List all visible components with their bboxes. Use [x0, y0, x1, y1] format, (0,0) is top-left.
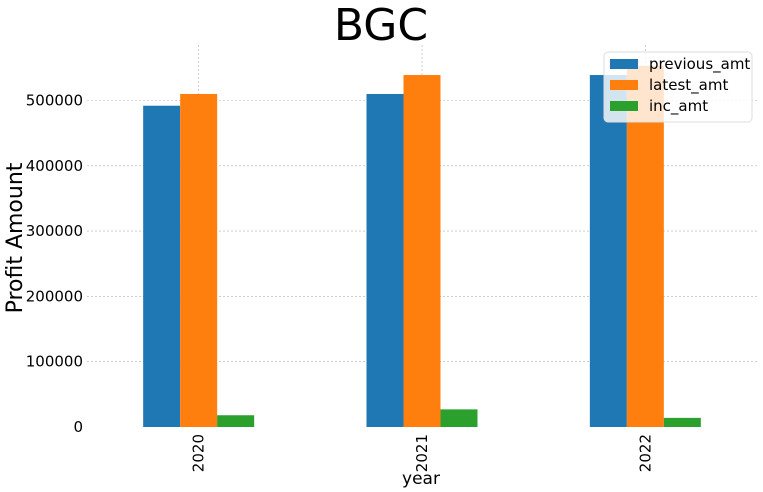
x-axis-label: year [402, 469, 440, 489]
legend-swatch-latest_amt [610, 80, 638, 90]
legend-label-previous_amt: previous_amt [649, 55, 750, 74]
y-tick-label: 500000 [26, 92, 83, 110]
bar-latest_amt-2020 [180, 93, 218, 427]
y-tick-label: 200000 [26, 287, 83, 305]
bar-inc_amt-2022 [663, 417, 701, 427]
y-tick-labels: 0 100000 200000 300000 400000 500000 [26, 92, 83, 436]
x-tick-labels: 2020 2021 2022 [190, 434, 655, 472]
x-tick-label: 2022 [636, 434, 654, 472]
legend-label-latest_amt: latest_amt [649, 76, 728, 95]
x-tick-label: 2021 [413, 434, 431, 472]
y-tick-label: 400000 [26, 157, 83, 175]
legend-swatch-inc_amt [610, 101, 638, 111]
bar-previous_amt-2022 [589, 75, 627, 428]
bar-previous_amt-2021 [366, 93, 404, 427]
legend: previous_amt latest_amt inc_amt [603, 51, 753, 123]
bar-latest_amt-2022 [626, 65, 664, 428]
y-tick-label: 0 [73, 418, 83, 436]
legend-swatch-previous_amt [610, 59, 638, 69]
y-axis-label: Profit Amount [3, 162, 28, 313]
y-tick-label: 100000 [26, 353, 83, 371]
bar-previous_amt-2020 [143, 105, 181, 427]
x-tick-label: 2020 [190, 434, 208, 472]
y-tick-label: 300000 [26, 222, 83, 240]
chart-title: BGC [334, 0, 428, 51]
bars [143, 65, 701, 428]
legend-frame [603, 51, 753, 123]
bar-inc_amt-2021 [440, 409, 478, 427]
bar-inc_amt-2020 [217, 415, 255, 427]
legend-label-inc_amt: inc_amt [649, 97, 708, 116]
bar-latest_amt-2021 [403, 75, 441, 428]
